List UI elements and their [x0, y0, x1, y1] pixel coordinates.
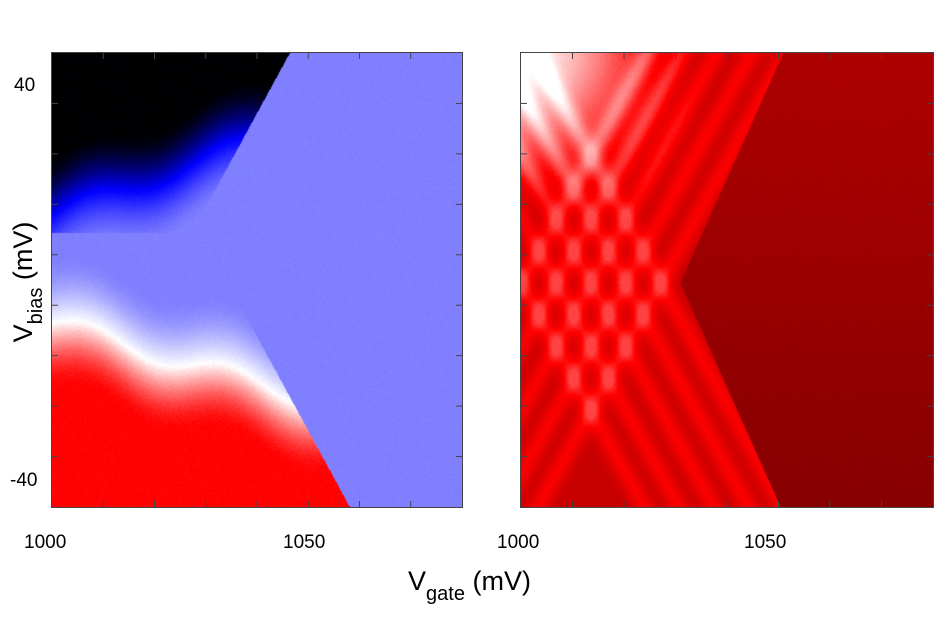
y-axis-title-unit: (mV) — [8, 221, 38, 281]
left-heatmap-canvas — [52, 53, 462, 507]
y-axis-title-main: V — [8, 324, 38, 343]
y-axis-title-sub: bias — [25, 287, 47, 325]
left-axis-ticks — [52, 53, 462, 507]
x-tick-label-right-1050: 1050 — [744, 532, 787, 553]
y-tick-label-neg40: -40 — [10, 470, 38, 491]
x-axis-title-sub: gate — [426, 583, 465, 605]
x-tick-label-left-1050: 1050 — [283, 532, 326, 553]
x-tick-label-left-1000: 1000 — [24, 532, 67, 553]
right-heatmap-canvas — [521, 53, 933, 507]
x-axis-title-unit: (mV) — [472, 566, 531, 596]
right-heatmap-panel — [520, 52, 934, 508]
y-axis-title: Vbias (mV) — [8, 222, 48, 343]
x-axis-title-main: V — [408, 566, 427, 596]
x-tick-label-right-1000: 1000 — [497, 532, 540, 553]
left-heatmap-panel — [51, 52, 463, 508]
right-axis-ticks — [521, 53, 933, 507]
x-axis-title: Vgate (mV) — [408, 566, 531, 606]
y-tick-label-40: 40 — [14, 75, 36, 96]
